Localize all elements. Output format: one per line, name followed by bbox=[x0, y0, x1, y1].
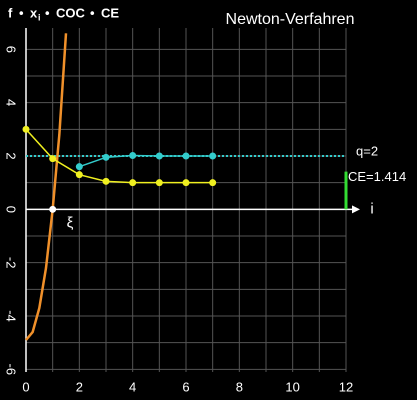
point bbox=[49, 155, 57, 163]
series-line bbox=[25, 33, 68, 341]
y-tick-label: -2 bbox=[4, 257, 19, 269]
x-tick-label: 8 bbox=[236, 379, 243, 394]
y-tick-label: 6 bbox=[4, 46, 19, 53]
legend-entry: x bbox=[30, 5, 38, 20]
point bbox=[182, 152, 190, 160]
y-tick-label: 4 bbox=[4, 99, 19, 106]
x-tick-label: 12 bbox=[339, 379, 353, 394]
series-line bbox=[25, 128, 213, 184]
legend-entry: f bbox=[8, 5, 13, 20]
point bbox=[209, 152, 217, 160]
y-tick-label: 2 bbox=[4, 152, 19, 159]
point bbox=[155, 179, 163, 187]
point bbox=[75, 171, 83, 179]
point bbox=[209, 179, 217, 187]
x-axis-arrow bbox=[352, 205, 360, 214]
reference-label: q=2 bbox=[356, 143, 378, 158]
ce-label: CE=1.414 bbox=[348, 169, 406, 184]
x-tick-label: 0 bbox=[22, 379, 29, 394]
root-point bbox=[49, 205, 57, 213]
legend: f • x i • COC • CE bbox=[8, 5, 119, 22]
root-label: ξ bbox=[67, 214, 74, 231]
y-tick-label: -4 bbox=[4, 310, 19, 322]
legend-separator: • bbox=[19, 5, 24, 20]
y-tick-label: -6 bbox=[4, 364, 19, 376]
legend-entry: CE bbox=[101, 5, 119, 20]
legend-subscript: i bbox=[38, 12, 41, 22]
point bbox=[75, 163, 83, 171]
y-tick-label: 0 bbox=[4, 206, 19, 213]
series-line bbox=[79, 154, 213, 168]
legend-entry: COC bbox=[56, 5, 86, 20]
chart-title: Newton-Verfahren bbox=[226, 11, 355, 28]
x-tick-label: 10 bbox=[285, 379, 299, 394]
point bbox=[22, 125, 30, 133]
point bbox=[129, 179, 137, 187]
legend-separator: • bbox=[45, 5, 50, 20]
x-tick-label: 6 bbox=[182, 379, 189, 394]
point bbox=[102, 177, 110, 185]
x-tick-label: 2 bbox=[76, 379, 83, 394]
point bbox=[102, 153, 110, 161]
point bbox=[155, 152, 163, 160]
point bbox=[129, 151, 137, 159]
point bbox=[182, 179, 190, 187]
legend-separator: • bbox=[90, 5, 95, 20]
x-tick-label: 4 bbox=[129, 379, 136, 394]
x-axis-label: i bbox=[370, 200, 373, 217]
